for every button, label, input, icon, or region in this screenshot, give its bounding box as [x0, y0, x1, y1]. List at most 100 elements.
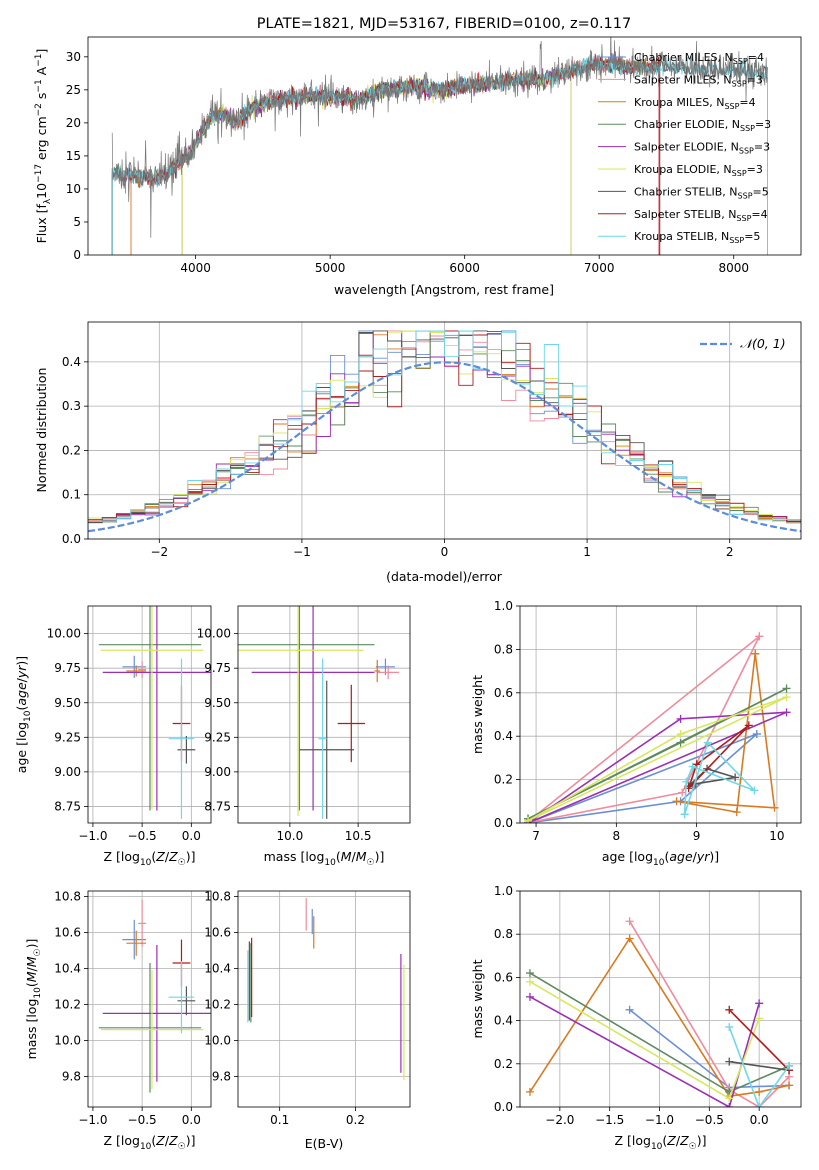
- axes-frame: [87, 36, 802, 256]
- y-tick-label: 10.00: [47, 627, 81, 641]
- x-axis-label: wavelength [Angstrom, rest frame]: [334, 282, 554, 297]
- x-tick-label: 10.5: [345, 829, 372, 843]
- y-tick-label: 0.6: [494, 970, 513, 984]
- legend-label-salpeter_stelib: Salpeter STELIB, NSSP=4: [634, 208, 768, 223]
- y-tick-label: 0.8: [494, 642, 513, 656]
- mass-weight-vs-age-axes: 7 8 9 10 0.0 0.2 0.4 0.6 0.8 1.0: [494, 599, 802, 843]
- mass-weight-vs-age-axes-plot: [520, 606, 801, 823]
- weight-marker-salpeter_elodie: [782, 708, 791, 717]
- x-tick-label: 9: [693, 829, 701, 843]
- weight-marker-chabrier_elodie: [676, 738, 685, 747]
- x-tick-label: −0.5: [695, 1113, 724, 1127]
- weight-marker-kroupa_stelib: [755, 1103, 764, 1107]
- y-tick-label: 0.6: [494, 686, 513, 700]
- weight-marker-salpeter_stelib: [744, 721, 753, 730]
- weight-marker-kroupa_miles: [770, 803, 779, 812]
- weight-marker-chabrier_elodie: [782, 684, 791, 693]
- spectrum-legend: Chabrier MILES, NSSP=4 Salpeter MILES, NS…: [598, 51, 771, 245]
- y-tick-label: 9.50: [54, 696, 81, 710]
- histogram-axes: −2 −1 0 1 2 0.0 0.1 0.2 0.3 0.4: [62, 321, 802, 559]
- weight-marker-chabrier_stelib: [731, 773, 740, 782]
- x-tick-label: 7000: [584, 261, 615, 275]
- y-tick-label: 10.0: [204, 1033, 231, 1047]
- y-tick-label: 0.2: [494, 773, 513, 787]
- x-tick-label: 0: [441, 545, 449, 559]
- y-tick-label: 0: [73, 248, 81, 262]
- spectrum-axes: 4000 5000 6000 7000 8000 0 5 10 15 20 25 30: [66, 36, 802, 275]
- x-tick-label: 8: [613, 829, 621, 843]
- y-tick-label: 0.0: [62, 532, 81, 546]
- y-axis-label: age [log10(age/yr)]: [14, 656, 33, 773]
- mass-vs-extinction-axes: 0.1 0.2 9.8 10.0 10.2 10.4 10.6 10.8: [204, 889, 411, 1127]
- axes-frame: [237, 890, 411, 1108]
- histogram-kroupa_stelib: [88, 330, 801, 539]
- legend-label-chabrier_stelib: Chabrier STELIB, NSSP=5: [634, 185, 769, 200]
- y-tick-label: 9.00: [204, 765, 231, 779]
- x-tick-label: 0.0: [182, 1113, 201, 1127]
- y-axis-label: Normed distribution: [34, 368, 49, 493]
- y-tick-label: 0.3: [62, 399, 81, 413]
- y-tick-label: 5: [73, 215, 81, 229]
- weight-marker-kroupa_elodie: [782, 693, 791, 702]
- y-tick-label: 10.8: [54, 889, 81, 903]
- weight-marker-salpeter_elodie: [755, 999, 764, 1008]
- x-tick-label: 8000: [718, 261, 749, 275]
- weight-marker-salpeter_stelib: [692, 760, 701, 769]
- age-vs-mass-axes-plot: [238, 606, 410, 823]
- legend-label-chabrier_elodie: Chabrier ELODIE, NSSP=3: [634, 118, 771, 133]
- y-tick-label: 0.8: [494, 927, 513, 941]
- legend-label-kroupa_miles: Kroupa MILES, NSSP=4: [634, 96, 756, 111]
- y-tick-label: 8.75: [204, 799, 231, 813]
- axes-frame: [237, 605, 411, 824]
- mass-vs-extinction-axes-plot: [238, 891, 410, 1107]
- x-tick-label: 0.0: [182, 829, 201, 843]
- weight-marker-salpeter_miles: [678, 788, 687, 797]
- weight-marker-kroupa_miles: [732, 808, 741, 817]
- x-tick-label: 2: [726, 545, 734, 559]
- weight-line-salpeter_elodie: [529, 996, 760, 1107]
- legend-label-salpeter_miles: Salpeter MILES, NSSP=3: [634, 73, 763, 88]
- axes-frame: [519, 605, 802, 824]
- y-tick-label: 9.25: [54, 730, 81, 744]
- x-tick-label: −2.0: [545, 1113, 574, 1127]
- weight-marker-kroupa_miles: [755, 1087, 764, 1096]
- x-tick-label: 6000: [449, 261, 480, 275]
- weight-marker-chabrier_miles: [752, 730, 761, 739]
- weight-line-kroupa_elodie: [527, 696, 787, 822]
- y-tick-label: 10.6: [204, 925, 231, 939]
- x-tick-label: 0.0: [750, 1113, 769, 1127]
- x-tick-label: −1.5: [595, 1113, 624, 1127]
- y-tick-label: 10.00: [197, 627, 231, 641]
- weight-marker-kroupa_stelib: [703, 738, 712, 747]
- weight-marker-chabrier_elodie: [525, 969, 534, 978]
- weight-marker-salpeter_miles: [755, 632, 764, 641]
- x-axis-label: Z [log10(Z/Z☉)]: [103, 1133, 195, 1152]
- x-tick-label: 5000: [315, 261, 346, 275]
- y-tick-label: 20: [66, 116, 81, 130]
- weight-marker-kroupa_miles: [751, 649, 760, 658]
- weight-marker-kroupa_stelib: [750, 786, 759, 795]
- weight-marker-kroupa_miles: [525, 1087, 534, 1096]
- weight-marker-chabrier_stelib: [725, 1057, 734, 1066]
- y-tick-label: 0.4: [62, 355, 81, 369]
- x-tick-label: 0.2: [346, 1113, 365, 1127]
- y-tick-label: 10.8: [204, 889, 231, 903]
- age-vs-metallicity-axes-plot: [88, 606, 211, 823]
- x-tick-label: 10.0: [277, 829, 304, 843]
- y-tick-label: 0.1: [62, 488, 81, 502]
- y-tick-label: 10.6: [54, 925, 81, 939]
- weight-marker-kroupa_miles: [625, 934, 634, 943]
- mass-weight-vs-metallicity-axes: −2.0 −1.5 −1.0 −0.5 0.0 0.0 0.2 0.4 0.6 0.8 1.0: [494, 884, 802, 1127]
- x-tick-label: −1: [293, 545, 311, 559]
- x-tick-label: −1.0: [645, 1113, 674, 1127]
- spectrum-axes-plot: [111, 37, 768, 255]
- x-tick-label: −0.5: [128, 829, 157, 843]
- weight-line-chabrier_miles: [527, 733, 758, 823]
- x-axis-label: E(B-V): [305, 1136, 344, 1151]
- weight-marker-kroupa_stelib: [725, 1023, 734, 1032]
- chart-title: PLATE=1821, MJD=53167, FIBERID=0100, z=0…: [257, 16, 631, 32]
- weight-line-salpeter_stelib: [728, 1009, 790, 1071]
- weight-marker-kroupa_miles: [672, 797, 681, 806]
- x-tick-label: 10: [769, 829, 784, 843]
- x-axis-label: Z [log10(Z/Z☉)]: [103, 849, 195, 868]
